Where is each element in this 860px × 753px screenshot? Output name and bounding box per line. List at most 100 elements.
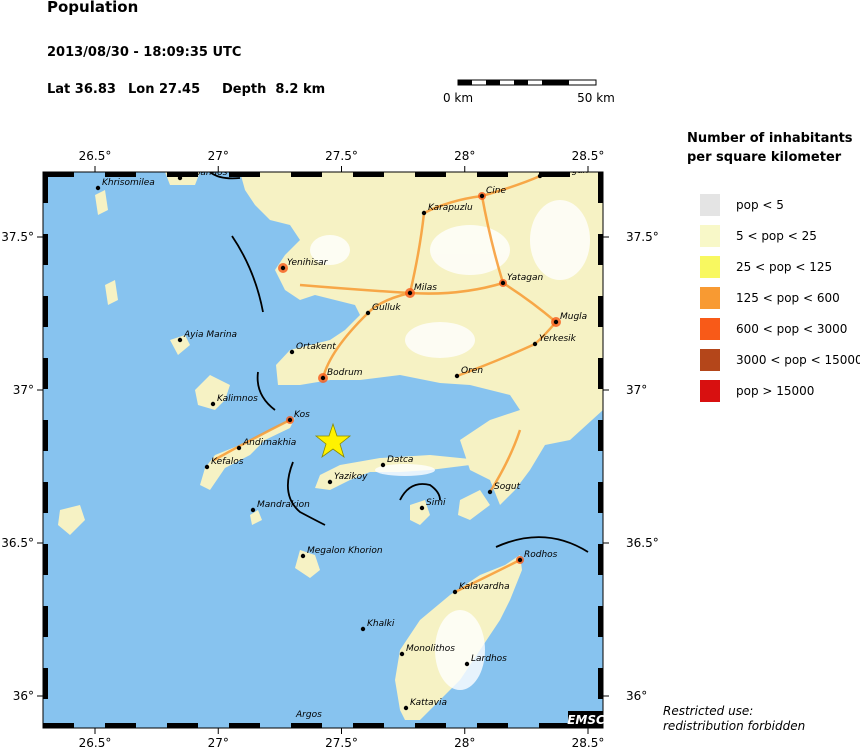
town-dot bbox=[454, 373, 460, 379]
epicenter-star bbox=[314, 422, 352, 459]
town-label: Yatagan bbox=[507, 273, 543, 283]
lat-tick-label: 36° bbox=[13, 689, 34, 703]
legend-title-2: per square kilometer bbox=[687, 150, 842, 165]
legend-swatch bbox=[700, 256, 720, 278]
town-dot bbox=[95, 185, 101, 191]
legend-label: 3000 < pop < 15000 bbox=[736, 353, 860, 367]
lat-tick-label: 37.5° bbox=[1, 230, 34, 244]
town-dot bbox=[452, 589, 458, 595]
town-dot bbox=[204, 464, 210, 470]
legend: pop < 5 5 < pop < 25 25 < pop < 125 125 < p… bbox=[700, 194, 860, 402]
frame-bars bbox=[43, 172, 603, 728]
town-label: Karapuzlu bbox=[428, 203, 473, 213]
lon-tick-label: 27° bbox=[208, 149, 229, 163]
town-label: Milas bbox=[414, 283, 437, 293]
legend-swatch bbox=[700, 380, 720, 402]
lat: Lat 36.83 bbox=[47, 82, 116, 97]
legend-swatch bbox=[700, 318, 720, 340]
town-dot bbox=[517, 557, 523, 563]
town-dot bbox=[532, 341, 538, 347]
lon-tick-label: 26.5° bbox=[79, 736, 112, 749]
town-label: Kalimnos bbox=[217, 394, 258, 404]
legend-label: 25 < pop < 125 bbox=[736, 260, 832, 274]
axes: 26.5° 26.5° 27° 27° 27.5° 27.5° 28° 28° 28.5° 28.… bbox=[1, 149, 659, 750]
legend-label: pop < 5 bbox=[736, 198, 784, 212]
town-label: Oren bbox=[461, 366, 483, 376]
town-dot bbox=[300, 553, 306, 559]
footer-line-2: redistribution forbidden bbox=[663, 719, 805, 733]
legend-swatch bbox=[700, 287, 720, 309]
town-label: Ortakent bbox=[296, 342, 336, 352]
town-dot bbox=[365, 310, 371, 316]
town-label: Argos bbox=[295, 710, 322, 720]
towns: Fapanaos BozdoganKhrisomileaCineKarapuzlu… bbox=[95, 168, 589, 720]
depth: Depth 8.2 km bbox=[222, 82, 325, 97]
town-label: Cine bbox=[486, 186, 506, 196]
town-label: Mandrakion bbox=[257, 500, 310, 510]
badge-bg bbox=[568, 711, 603, 728]
town-label: Datca bbox=[387, 455, 413, 465]
title: Population bbox=[47, 0, 138, 16]
town-dot bbox=[320, 375, 326, 381]
town-label: Megalon Khorion bbox=[307, 546, 383, 556]
lon-tick-label: 28° bbox=[454, 149, 475, 163]
town-dot bbox=[177, 337, 183, 343]
town-label: Kefalos bbox=[211, 457, 244, 467]
lon-tick-label: 27° bbox=[208, 736, 229, 749]
town-dot bbox=[287, 417, 293, 423]
lat-tick-label: 37° bbox=[13, 383, 34, 397]
town-label: Fapanaos bbox=[184, 168, 228, 178]
lon-tick-label: 28° bbox=[454, 736, 475, 749]
town-dot bbox=[464, 661, 470, 667]
badge: EMSC bbox=[567, 713, 605, 727]
town-dot bbox=[500, 280, 506, 286]
legend-swatch bbox=[700, 349, 720, 371]
town-label: Ayia Marina bbox=[183, 330, 237, 340]
town-dot bbox=[399, 651, 405, 657]
town-dot bbox=[280, 265, 286, 271]
town-dot bbox=[407, 290, 413, 296]
town-dot bbox=[421, 210, 427, 216]
town-dot bbox=[289, 349, 295, 355]
town-dot bbox=[210, 401, 216, 407]
town-label: Khrisomilea bbox=[102, 178, 155, 188]
town-dot bbox=[419, 505, 425, 511]
legend-label: 5 < pop < 25 bbox=[736, 229, 817, 243]
town-label: Lardhos bbox=[471, 654, 507, 664]
town-label: Gulluk bbox=[372, 303, 401, 313]
lon-tick-label: 28.5° bbox=[572, 736, 605, 749]
lon-tick-label: 26.5° bbox=[79, 149, 112, 163]
town-dot bbox=[403, 705, 409, 711]
lon: Lon 27.45 bbox=[128, 82, 200, 97]
town-label: Kattavia bbox=[410, 698, 447, 708]
town-dot bbox=[360, 626, 366, 632]
legend-swatch bbox=[700, 194, 720, 216]
lat-tick-label: 36.5° bbox=[626, 536, 659, 550]
lat-tick-label: 36° bbox=[626, 689, 647, 703]
town-dot bbox=[479, 193, 485, 199]
town-dot bbox=[250, 507, 256, 513]
town-label: Yenihisar bbox=[287, 258, 329, 268]
town-label: Monolithos bbox=[406, 644, 455, 654]
legend-label: pop > 15000 bbox=[736, 384, 814, 398]
lon-tick-label: 27.5° bbox=[325, 149, 358, 163]
town-label: Bodrum bbox=[327, 368, 363, 378]
town-label: Khalki bbox=[367, 619, 395, 629]
town-label: Yerkesik bbox=[539, 334, 577, 344]
town-label: Mugla bbox=[560, 312, 587, 322]
lat-tick-label: 37.5° bbox=[626, 230, 659, 244]
legend-label: 600 < pop < 3000 bbox=[736, 322, 847, 336]
lat-tick-label: 37° bbox=[626, 383, 647, 397]
town-label: Simi bbox=[426, 498, 446, 508]
town-label: Kalavardha bbox=[459, 582, 510, 592]
map-area: Fapanaos BozdoganKhrisomileaCineKarapuzlu… bbox=[43, 168, 603, 728]
legend-swatch bbox=[700, 225, 720, 247]
town-dot bbox=[327, 479, 333, 485]
town-dot bbox=[380, 462, 386, 468]
lon-tick-label: 28.5° bbox=[572, 149, 605, 163]
datetime: 2013/08/30 - 18:09:35 UTC bbox=[47, 45, 241, 60]
town-label: Kos bbox=[294, 410, 310, 420]
town-dot bbox=[553, 319, 559, 325]
town-label: Rodhos bbox=[524, 550, 558, 560]
